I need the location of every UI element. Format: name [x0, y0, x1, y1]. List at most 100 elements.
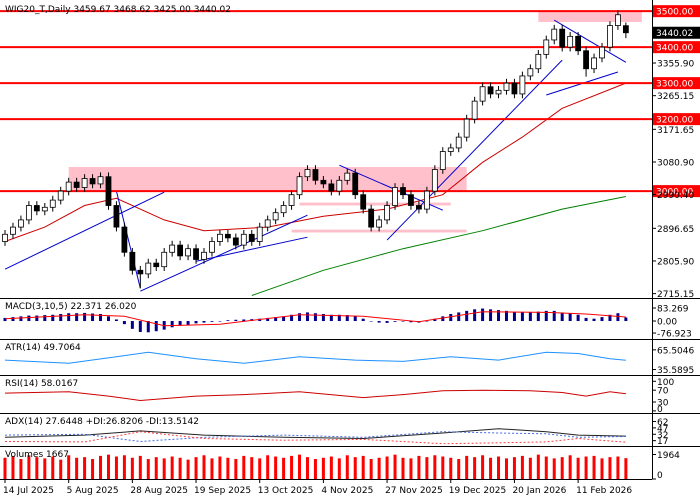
- candle-body: [153, 262, 160, 268]
- indicator-bar: [11, 455, 15, 479]
- panel-tick-label: 65.5046: [657, 346, 694, 356]
- candle-body: [527, 68, 534, 77]
- indicator-bar: [99, 455, 103, 479]
- panel-tick-label: -76.923: [657, 330, 692, 340]
- indicator-bar: [369, 459, 373, 479]
- indicator-bar: [337, 458, 341, 479]
- candle-body: [248, 233, 255, 242]
- x-tick-label: 4 Nov 2025: [321, 486, 373, 496]
- indicator-bar: [584, 317, 588, 322]
- indicator-bar: [576, 314, 580, 322]
- indicator-bar: [433, 455, 437, 479]
- indicator-bar: [473, 309, 477, 322]
- panel-tick-label: 70: [657, 387, 669, 397]
- indicator-bar: [457, 312, 461, 322]
- panel-tick-label: 17: [657, 437, 668, 447]
- indicator-bar: [83, 457, 87, 479]
- candle-body: [352, 172, 359, 196]
- indicator-bar: [154, 457, 158, 479]
- indicator-bar: [353, 457, 357, 479]
- indicator-bar: [11, 317, 15, 322]
- indicator-bar: [210, 321, 214, 322]
- indicator-line: [4, 389, 626, 402]
- level-label-bg: [653, 41, 700, 54]
- candle-body: [49, 199, 56, 208]
- indicator-bar: [481, 308, 485, 322]
- x-tick-label: 14 Jul 2025: [3, 486, 54, 496]
- indicator-bar: [51, 314, 55, 322]
- indicator-bar: [313, 459, 317, 479]
- panel-tick-label: 0.00: [657, 318, 677, 328]
- indicator-bar: [425, 457, 429, 479]
- candle-body: [344, 172, 351, 181]
- indicator-bar: [528, 312, 532, 322]
- trend-line: [553, 19, 627, 63]
- level-label: 3000.00: [656, 188, 693, 198]
- candle-body: [439, 151, 446, 170]
- x-tick-label: 5 Aug 2025: [67, 486, 119, 496]
- indicator-bar: [321, 457, 325, 479]
- indicator-bar: [226, 457, 230, 479]
- indicator-bar: [401, 321, 405, 322]
- candle-body: [392, 187, 398, 206]
- indicator-bar: [361, 318, 365, 322]
- indicator-bar: [520, 455, 524, 479]
- candle-body: [201, 251, 207, 260]
- indicator-bar: [313, 313, 317, 322]
- indicator-bar: [138, 321, 142, 332]
- indicator-bar: [146, 321, 150, 333]
- indicator-bar: [35, 457, 39, 479]
- indicator-bar: [592, 318, 596, 322]
- indicator-bar: [226, 320, 230, 322]
- indicator-bar: [122, 321, 126, 325]
- level-label: 3200.00: [656, 116, 693, 126]
- indicator-bar: [274, 456, 278, 479]
- indicator-bar: [512, 457, 516, 479]
- y-tick-label: 2805.90: [657, 257, 694, 267]
- zone: [538, 11, 642, 22]
- zone: [68, 166, 467, 192]
- indicator-bar: [393, 321, 397, 322]
- candle-body: [81, 178, 88, 188]
- panel-tick-label: 30: [657, 399, 669, 409]
- indicator-bar: [194, 321, 198, 324]
- candle-body: [256, 226, 263, 242]
- indicator-bar: [282, 316, 286, 322]
- indicator-bar: [202, 455, 206, 479]
- candle-body: [328, 183, 335, 192]
- candle-body: [272, 212, 279, 221]
- candle-body: [376, 219, 383, 228]
- candle-body: [97, 176, 104, 185]
- indicator-bar: [616, 313, 620, 322]
- indicator-bar: [600, 458, 604, 479]
- indicator-bar: [528, 457, 532, 479]
- indicator-bar: [568, 455, 572, 479]
- indicator-bar: [218, 321, 222, 322]
- indicator-bar: [385, 321, 389, 323]
- trend-line: [4, 191, 165, 270]
- y-tick-label: 3171.65: [657, 126, 694, 136]
- indicator-bar: [290, 314, 294, 322]
- indicator-line: [4, 431, 626, 443]
- indicator-bar: [43, 315, 47, 322]
- indicator-bar: [385, 456, 389, 479]
- candle-body: [113, 205, 120, 228]
- trend-line: [115, 190, 141, 289]
- indicator-bar: [608, 457, 612, 479]
- indicator-bar: [361, 455, 365, 479]
- level-label-bg: [653, 77, 700, 90]
- candle-body: [447, 147, 454, 152]
- candle-body: [519, 75, 526, 95]
- last-price-bg: [653, 26, 700, 39]
- candle-body: [455, 136, 462, 149]
- indicator-bar: [552, 310, 556, 322]
- candle-body: [431, 169, 438, 192]
- indicator-bar: [608, 314, 612, 322]
- panel-title: RSI(14) 58.0167: [5, 379, 78, 389]
- candle-body: [41, 206, 48, 212]
- indicator-bar: [353, 316, 357, 322]
- x-tick-label: 19 Sep 2025: [194, 486, 251, 496]
- panel-title: ADX(14) 27.6448 +DI:26.8206 -DI:13.5142: [5, 417, 199, 427]
- candle-body: [487, 86, 494, 95]
- candle-body: [209, 241, 215, 253]
